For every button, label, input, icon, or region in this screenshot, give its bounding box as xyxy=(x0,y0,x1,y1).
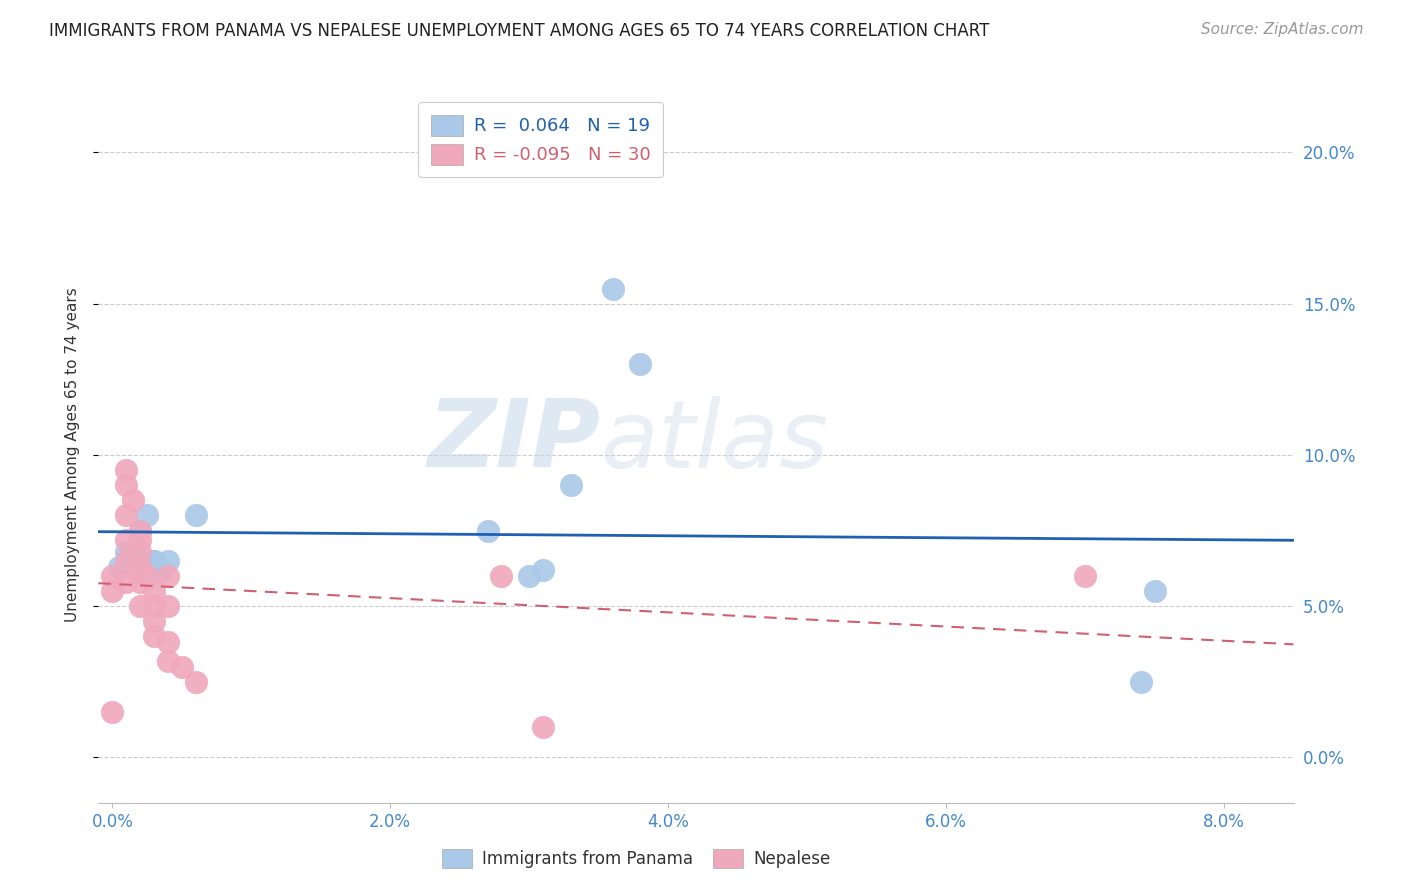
Point xyxy=(184,674,207,689)
Text: atlas: atlas xyxy=(600,395,828,486)
Point xyxy=(628,357,651,371)
Point xyxy=(602,281,624,295)
Point xyxy=(129,559,152,574)
Point xyxy=(115,554,138,568)
Point xyxy=(184,508,207,523)
Point xyxy=(1129,674,1152,689)
Legend: Immigrants from Panama, Nepalese: Immigrants from Panama, Nepalese xyxy=(432,838,841,878)
Point xyxy=(170,659,193,673)
Point xyxy=(143,584,166,599)
Point xyxy=(517,569,540,583)
Point xyxy=(143,599,166,614)
Point xyxy=(491,569,513,583)
Point xyxy=(101,584,124,599)
Point xyxy=(129,554,152,568)
Point xyxy=(129,574,152,589)
Point xyxy=(129,545,152,559)
Point xyxy=(115,574,138,589)
Point xyxy=(101,569,124,583)
Point xyxy=(531,720,554,734)
Point xyxy=(129,533,152,547)
Point xyxy=(143,615,166,629)
Point xyxy=(122,493,145,508)
Point xyxy=(129,599,152,614)
Point xyxy=(115,463,138,477)
Point xyxy=(531,563,554,577)
Text: ZIP: ZIP xyxy=(427,395,600,487)
Point xyxy=(149,563,172,577)
Point xyxy=(156,635,179,649)
Point xyxy=(101,705,124,719)
Point xyxy=(129,524,152,538)
Point xyxy=(156,569,179,583)
Point xyxy=(156,599,179,614)
Text: Source: ZipAtlas.com: Source: ZipAtlas.com xyxy=(1201,22,1364,37)
Point xyxy=(115,533,138,547)
Point xyxy=(1143,584,1166,599)
Point xyxy=(115,545,138,559)
Point xyxy=(115,508,138,523)
Point xyxy=(560,478,582,492)
Text: IMMIGRANTS FROM PANAMA VS NEPALESE UNEMPLOYMENT AMONG AGES 65 TO 74 YEARS CORREL: IMMIGRANTS FROM PANAMA VS NEPALESE UNEMP… xyxy=(49,22,990,40)
Point xyxy=(108,559,131,574)
Point xyxy=(115,478,138,492)
Y-axis label: Unemployment Among Ages 65 to 74 years: Unemployment Among Ages 65 to 74 years xyxy=(65,287,80,623)
Point xyxy=(156,654,179,668)
Point xyxy=(1074,569,1097,583)
Point xyxy=(143,554,166,568)
Point xyxy=(143,554,166,568)
Point xyxy=(477,524,499,538)
Point xyxy=(136,508,159,523)
Point xyxy=(115,554,138,568)
Point xyxy=(156,554,179,568)
Point xyxy=(129,524,152,538)
Point xyxy=(136,569,159,583)
Point xyxy=(143,629,166,643)
